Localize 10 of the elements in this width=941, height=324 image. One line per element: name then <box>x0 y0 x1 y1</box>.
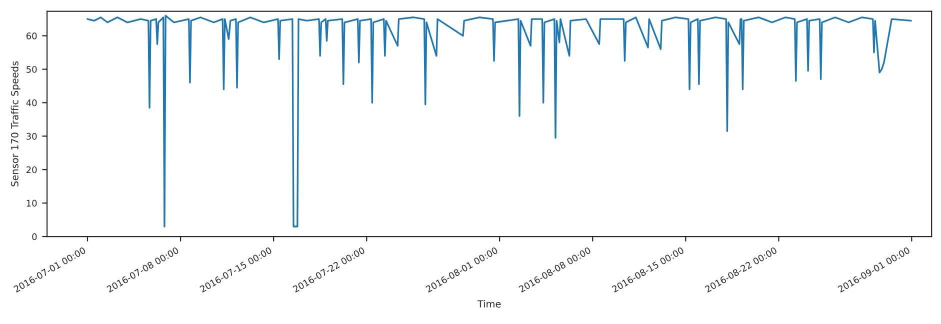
x-axis-title: Time <box>477 300 501 308</box>
y-axis-title: Sensor 170 Traffic Speeds <box>10 61 20 186</box>
y-tick-label: 20 <box>26 166 37 174</box>
y-tick-label: 60 <box>26 32 37 40</box>
y-tick-label: 50 <box>26 66 37 73</box>
y-tick-label: 10 <box>26 200 37 207</box>
y-tick-label: 30 <box>26 132 37 140</box>
y-tick-label: 0 <box>32 233 37 240</box>
line-series <box>86 14 912 228</box>
y-tick-label: 40 <box>26 99 37 106</box>
